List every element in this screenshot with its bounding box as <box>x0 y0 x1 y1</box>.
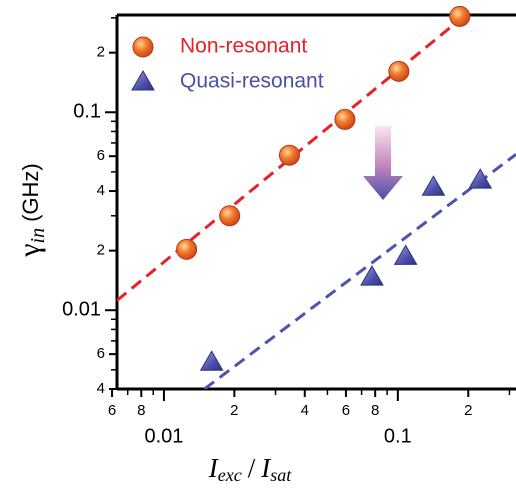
data-point <box>219 205 241 227</box>
y-tick-label: 0.01 <box>62 299 101 321</box>
plot-area <box>117 15 516 389</box>
data-point <box>388 60 410 82</box>
data-point <box>334 108 356 130</box>
data-point <box>278 144 300 166</box>
legend-label: Quasi-resonant <box>180 70 324 93</box>
x-tick-label: 2 <box>464 402 472 419</box>
y-tick-label: 6 <box>97 147 105 164</box>
data-point <box>449 5 471 27</box>
x-tick-label: 0.1 <box>384 425 412 447</box>
y-tick-label: 4 <box>97 380 105 397</box>
x-tick-label: 6 <box>342 402 350 419</box>
arrow <box>363 126 403 200</box>
y-axis-label: γin(GHz) <box>13 163 49 257</box>
x-tick-label: 6 <box>108 402 116 419</box>
y-tick-label: 6 <box>97 345 105 362</box>
x-tick-label: 8 <box>371 402 379 419</box>
legend-marker <box>132 36 154 58</box>
data-point <box>468 168 493 189</box>
legend-marker <box>131 70 155 91</box>
y-tick-label: 2 <box>97 44 105 61</box>
legend-item: Quasi-resonant <box>180 70 324 93</box>
legend-label: Non-resonant <box>180 35 307 58</box>
x-tick-label: 8 <box>137 402 145 419</box>
x-tick-label: 0.01 <box>144 425 183 447</box>
data-point <box>176 238 198 260</box>
y-tick-label: 4 <box>97 182 105 199</box>
y-tick-label: 0.1 <box>73 101 101 123</box>
data-point <box>421 175 446 196</box>
data-point <box>199 350 224 371</box>
data-point <box>393 244 418 265</box>
data-point <box>360 265 384 286</box>
fit-line <box>203 153 516 389</box>
x-tick-label: 2 <box>230 402 238 419</box>
x-axis-label: Iexc / Isat <box>208 453 292 485</box>
x-tick-label: 4 <box>301 402 309 419</box>
legend-item: Non-resonant <box>180 35 307 58</box>
y-tick-label: 2 <box>97 242 105 259</box>
